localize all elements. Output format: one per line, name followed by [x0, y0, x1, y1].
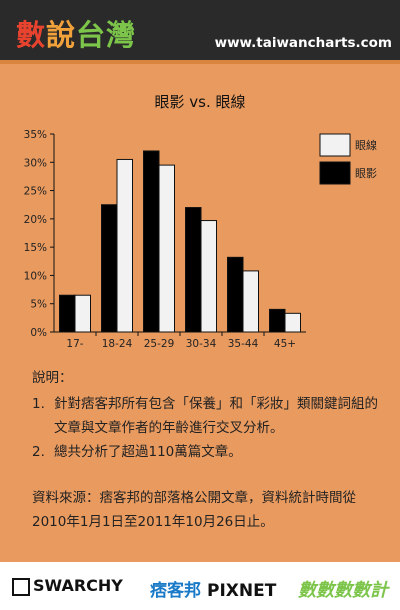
y-tick-label: 35%: [24, 129, 47, 141]
pixnet-chinese-label: 痞客邦: [150, 581, 201, 601]
note-text: 總共分析了超過110萬篇文章。: [54, 444, 242, 460]
note-item: 1. 針對痞客邦所有包含「保養」和「彩妝」類關鍵詞組的文章與文章作者的年齡進行交…: [32, 392, 384, 440]
notes-section: 說明： 1. 針對痞客邦所有包含「保養」和「彩妝」類關鍵詞組的文章與文章作者的年…: [32, 366, 384, 464]
bar-series2: [284, 312, 301, 333]
brand-char-4: 灣: [106, 18, 137, 52]
swarchy-label: SWARCHY: [33, 576, 123, 595]
y-tick-label: 30%: [24, 157, 47, 169]
bar-series2: [200, 220, 217, 333]
legend-swatch: [319, 161, 351, 185]
bar-series1: [269, 308, 286, 333]
x-tick-label: 17-: [66, 338, 83, 350]
y-tick-label: 0%: [30, 327, 47, 339]
pixnet-logo[interactable]: 痞客邦 PIXNET: [150, 576, 276, 601]
note-number: 1.: [32, 396, 45, 412]
bar-series1: [101, 204, 118, 333]
bar-series2: [74, 294, 91, 333]
bar-series1: [227, 256, 244, 333]
footer-logos: SWARCHY 痞客邦 PIXNET 數數數數計: [0, 562, 400, 610]
x-tick-label: 18-24: [102, 338, 133, 350]
bar-series1: [59, 294, 76, 333]
y-tick-label: 10%: [24, 270, 47, 282]
swarchy-icon: [12, 578, 30, 596]
header-bar: 數說台灣 www.taiwancharts.com: [0, 0, 400, 60]
legend-label: 眼影: [355, 167, 377, 180]
x-tick-label: 35-44: [228, 338, 259, 350]
bar-series2: [242, 270, 259, 333]
brand-logo: 數說台灣: [16, 12, 136, 54]
note-number: 2.: [32, 444, 45, 460]
bar-series2: [116, 158, 133, 333]
swarchy-logo[interactable]: SWARCHY: [12, 576, 123, 596]
pixnet-label: PIXNET: [207, 581, 277, 601]
y-tick-label: 25%: [24, 186, 47, 198]
bar-series1: [185, 207, 202, 333]
data-source-text: 資料來源：痞客邦的部落格公開文章，資料統計時間從2010年1月1日至2011年1…: [32, 490, 356, 530]
shu-logo[interactable]: 數數數數計: [298, 576, 388, 602]
shu-label: 數數數數計: [298, 580, 388, 601]
brand-char-3: 台: [76, 18, 107, 52]
chart-title: 眼影 vs. 眼線: [155, 93, 246, 111]
legend-label: 眼線: [355, 138, 377, 152]
x-tick-labels: 17- 18-24 25-29 30-34 35-44 45+: [66, 338, 296, 350]
x-tick-label: 30-34: [186, 338, 217, 350]
legend-swatch: [319, 133, 351, 157]
notes-heading: 說明：: [32, 370, 73, 386]
bar-series2: [158, 164, 175, 333]
bar-series1: [143, 150, 160, 333]
header-divider: [0, 60, 400, 64]
x-tick-label: 25-29: [144, 338, 175, 350]
chart-bars: [59, 150, 301, 333]
site-url[interactable]: www.taiwancharts.com: [214, 35, 392, 51]
y-tick-labels: 0% 5% 10% 15% 20% 25% 30% 35%: [24, 129, 47, 339]
chart-axes: [50, 133, 306, 336]
y-tick-label: 20%: [24, 214, 47, 226]
note-item: 2. 總共分析了超過110萬篇文章。: [32, 440, 384, 464]
y-tick-label: 15%: [24, 242, 47, 254]
note-text: 針對痞客邦所有包含「保養」和「彩妝」類關鍵詞組的文章與文章作者的年齡進行交叉分析…: [54, 396, 378, 436]
y-tick-label: 5%: [30, 299, 47, 311]
bar-chart: 眼影 vs. 眼線 17- 18-24 25-29 30-34 35-44 45+ 0% 5…: [24, 93, 377, 350]
brand-char-1: 數: [16, 18, 47, 52]
brand-char-2: 說: [46, 18, 77, 52]
x-tick-label: 45+: [274, 338, 296, 350]
